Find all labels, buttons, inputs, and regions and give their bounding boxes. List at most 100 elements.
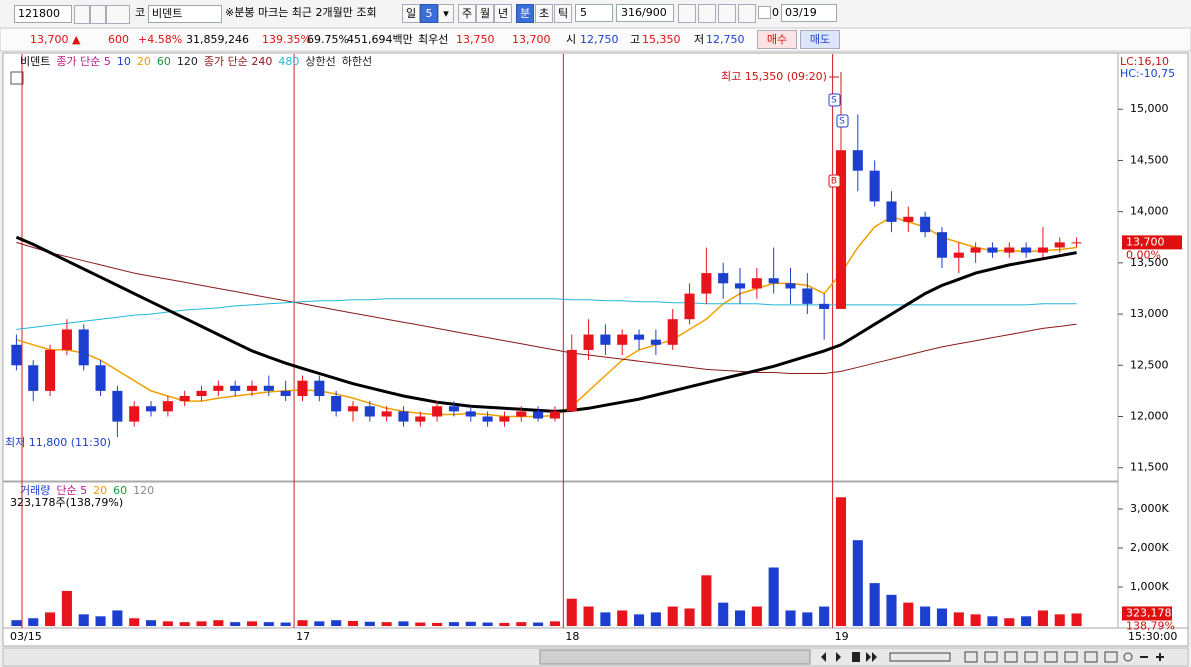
scroll-controls[interactable]: [821, 651, 1164, 663]
candle-body: [95, 365, 106, 391]
period-btn[interactable]: 틱: [554, 4, 572, 23]
quote-bg: [0, 27, 1191, 52]
candle-body: [331, 396, 342, 412]
period-count[interactable]: 5: [420, 4, 438, 23]
candle-body: [465, 411, 476, 417]
candle-body: [213, 385, 224, 391]
volume-bar: [617, 610, 628, 627]
candle-body: [852, 150, 863, 171]
x-axis-area: [2, 627, 1189, 647]
count-box[interactable]: 316/900: [616, 4, 674, 22]
view-btn[interactable]: [984, 651, 998, 663]
low: 12,750: [706, 33, 745, 46]
date-box[interactable]: 03/19: [781, 4, 837, 22]
ma-line: [16, 215, 1077, 418]
volume-bar: [347, 620, 359, 627]
icon-btn[interactable]: [698, 4, 716, 23]
settings-icon[interactable]: [10, 71, 24, 85]
last-rate: 0.00%: [1126, 248, 1161, 261]
period-btn[interactable]: 월: [476, 4, 494, 23]
period-btn[interactable]: 초: [535, 4, 553, 23]
period-btn[interactable]: 주: [458, 4, 476, 23]
period-btn[interactable]: 분: [516, 4, 534, 23]
volume-bar: [718, 602, 729, 627]
view-btn[interactable]: [1064, 651, 1078, 663]
signal-box: [828, 174, 841, 188]
icon-btn[interactable]: [738, 4, 756, 23]
search-btn[interactable]: [1123, 652, 1133, 662]
candle-body: [28, 365, 39, 391]
view-btn[interactable]: [1104, 651, 1118, 663]
y-tick-label: 13,500: [1130, 256, 1169, 269]
volume-bar: [432, 622, 443, 627]
candle-body: [347, 406, 359, 412]
dropdown[interactable]: ▾: [438, 4, 454, 23]
signal-box: [828, 93, 841, 107]
icon-btn[interactable]: [678, 4, 696, 23]
open: 12,750: [580, 33, 619, 46]
volume-bar: [936, 608, 948, 627]
volume-bar: [246, 621, 258, 627]
checkbox[interactable]: [758, 6, 771, 19]
view-btn[interactable]: [1024, 651, 1038, 663]
candle-body: [734, 283, 746, 289]
icon-btn[interactable]: [90, 5, 106, 24]
volume-bar: [549, 621, 560, 627]
legend-entry: 단순 5: [56, 484, 87, 497]
code-box[interactable]: 121800: [14, 5, 72, 23]
volume-bar: [583, 606, 594, 627]
zoom-control[interactable]: [889, 652, 951, 662]
ma-line: [16, 298, 1077, 330]
legend-entry: 종가 단순 5: [56, 55, 110, 68]
volume-bar: [1004, 618, 1015, 627]
interval-box[interactable]: 5: [575, 4, 613, 22]
volume-bar: [886, 594, 897, 627]
volume-rate: 139.35%: [262, 33, 311, 46]
candle-body: [684, 293, 695, 320]
scroll-thumb[interactable]: [539, 649, 811, 665]
low-annotation: 최저 11,800 (11:30): [5, 436, 111, 449]
y-tick-label: 11,500: [1130, 461, 1169, 474]
volume-bar: [953, 612, 964, 627]
candle-body: [936, 232, 948, 258]
volume-bar: [331, 620, 342, 627]
zoom-btns[interactable]: [1140, 653, 1164, 661]
volume-bar: [297, 620, 308, 627]
period-btn[interactable]: 년: [494, 4, 512, 23]
view-btn[interactable]: [1084, 651, 1098, 663]
icon-btn[interactable]: [106, 5, 130, 24]
candle-body: [145, 406, 157, 412]
candle-body: [45, 349, 56, 391]
name-box[interactable]: 비덴트: [148, 5, 222, 23]
candle-body: [263, 385, 274, 391]
sell-button[interactable]: 매도: [800, 30, 840, 49]
open-label: 시: [566, 33, 577, 46]
legend-entry: 종가 단순 240: [204, 55, 272, 68]
legend-entry: 480: [278, 55, 299, 68]
volume-bar: [95, 616, 106, 627]
period-btn[interactable]: 일: [402, 4, 420, 23]
icon-btn[interactable]: [74, 5, 90, 24]
candle-body: [718, 273, 729, 284]
volume-bar: [314, 621, 325, 627]
signal-box: [836, 114, 849, 128]
view-btn[interactable]: [1004, 651, 1018, 663]
y-tick-label: 14,000: [1130, 205, 1169, 218]
buy-button[interactable]: 매수: [757, 30, 797, 49]
candle-body: [398, 411, 409, 422]
view-btn[interactable]: [1044, 651, 1058, 663]
icon-btn[interactable]: [718, 4, 736, 23]
stock-code: 121800: [18, 7, 60, 20]
candle-body: [381, 411, 392, 417]
legend-entry: 120: [133, 484, 154, 497]
candle-body: [78, 329, 89, 366]
count: 316/900: [621, 6, 667, 19]
y-tick-label: 13,000: [1130, 307, 1169, 320]
volume-bar: [650, 612, 661, 627]
candle-body: [11, 344, 22, 366]
candle-body: [314, 380, 325, 397]
view-btn[interactable]: [964, 651, 978, 663]
volume-bar: [768, 567, 779, 627]
high-arrow: [828, 72, 842, 82]
volume-bar: [196, 621, 207, 627]
